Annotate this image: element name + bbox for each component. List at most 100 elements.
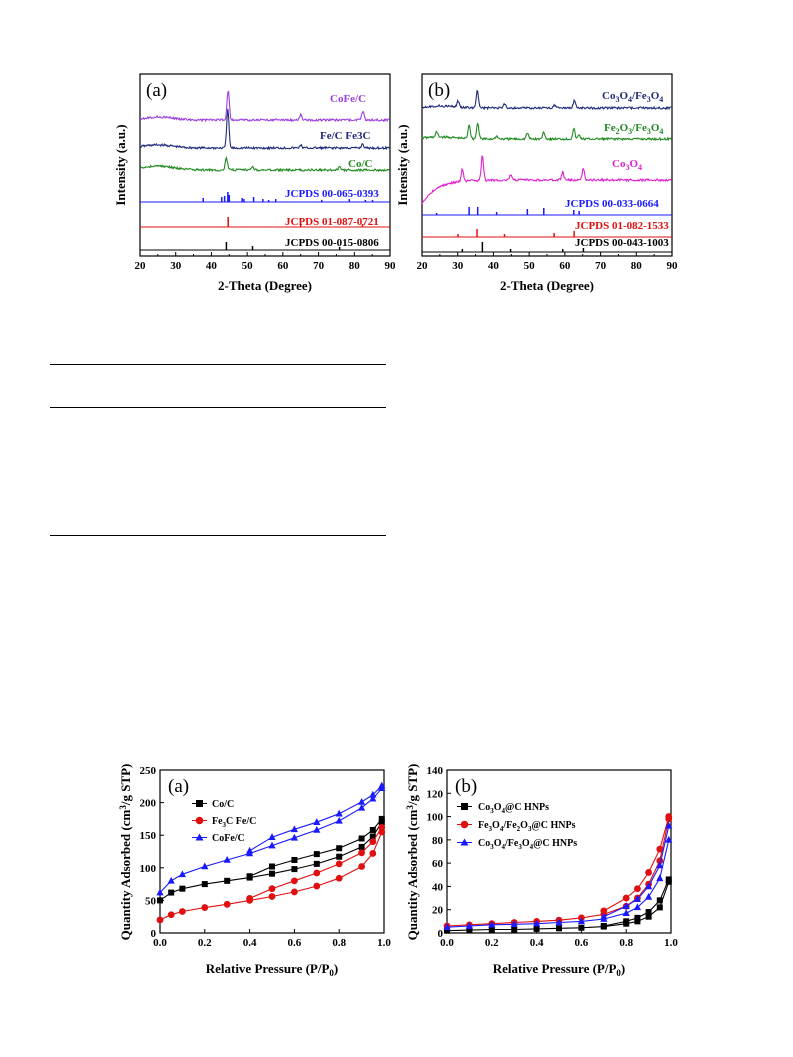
table-header-rule bbox=[50, 407, 386, 408]
data-point bbox=[313, 825, 321, 833]
x-tick-label: 90 bbox=[667, 260, 679, 272]
data-point bbox=[335, 874, 343, 882]
data-point bbox=[645, 892, 653, 900]
data-point bbox=[246, 846, 254, 854]
x-tick-label: 30 bbox=[452, 260, 464, 272]
x-tick-label: 50 bbox=[524, 260, 536, 272]
data-point bbox=[358, 797, 366, 805]
x-tick-label: 80 bbox=[349, 260, 361, 272]
data-point bbox=[656, 861, 664, 869]
data-point bbox=[645, 909, 652, 916]
x-tick-label: 0.2 bbox=[485, 937, 499, 949]
data-point bbox=[156, 888, 164, 896]
ref-label-1: JCPDS 00-033-0664 bbox=[565, 198, 659, 210]
data-point bbox=[600, 923, 607, 930]
data-point bbox=[290, 825, 298, 833]
xrd-pattern bbox=[139, 108, 390, 151]
data-point bbox=[224, 877, 231, 884]
data-point bbox=[656, 897, 663, 904]
series-label-cofe: CoFe/C bbox=[330, 93, 366, 105]
x-tick-label: 20 bbox=[135, 260, 147, 272]
bet-chart-a: 0.0 0.2 0.4 0.6 0.8 1.0 0 50 100 150 200 250 (a) Co… bbox=[118, 764, 391, 978]
y-tick-label: 50 bbox=[145, 895, 157, 907]
x-axis-title: 2-Theta (Degree) bbox=[500, 278, 594, 293]
data-point bbox=[313, 882, 321, 890]
data-point bbox=[269, 870, 275, 877]
xrd-chart-b: 20 30 40 50 60 70 80 90 (b) Co3O4/Fe3O4 Fe2O3/F… bbox=[395, 73, 679, 293]
data-point bbox=[577, 917, 585, 925]
data-point bbox=[443, 923, 451, 930]
y-tick-label: 150 bbox=[140, 830, 157, 842]
data-point bbox=[246, 895, 254, 902]
x-tick-label: 0.2 bbox=[198, 937, 212, 949]
x-tick-label: 80 bbox=[631, 260, 643, 272]
series-label-co3o4: Co3O4 bbox=[612, 158, 642, 172]
legend: Co3O4@C HNPs Fe3O4/Fe2O3@C HNPs Co3O4/Fe… bbox=[457, 802, 577, 851]
data-point bbox=[488, 920, 496, 928]
y-tick-label: 250 bbox=[140, 765, 157, 777]
y-tick-label: 200 bbox=[140, 798, 157, 810]
data-point bbox=[269, 863, 275, 870]
data-point bbox=[378, 819, 385, 826]
bet-chart-b: 0.0 0.2 0.4 0.6 0.8 1.0 0 20 40 60 80 100 120 140 (b)… bbox=[405, 764, 678, 978]
data-point bbox=[290, 833, 298, 841]
data-point bbox=[488, 926, 495, 933]
isotherm-desorption bbox=[603, 816, 670, 912]
data-point bbox=[358, 803, 366, 811]
data-point bbox=[369, 826, 376, 833]
legend-text-fe: Fe3C Fe/C bbox=[212, 816, 256, 829]
x-tick-label: 0.8 bbox=[332, 937, 346, 949]
x-tick-label: 0.6 bbox=[575, 937, 589, 949]
table-top-rule bbox=[50, 364, 386, 365]
x-tick-label: 20 bbox=[417, 260, 429, 272]
data-point bbox=[335, 860, 343, 868]
data-point bbox=[167, 911, 175, 919]
data-point bbox=[600, 912, 608, 920]
x-tick-label: 30 bbox=[170, 260, 182, 272]
ref-label-2: JCPDS 01-082-1533 bbox=[575, 220, 669, 232]
data-point bbox=[358, 849, 365, 857]
y-axis-title: Quantity Adsorbed (cm3/g STP) bbox=[118, 764, 133, 941]
legend-text-1: Co3O4@C HNPs bbox=[478, 802, 549, 815]
x-tick-label: 60 bbox=[559, 260, 571, 272]
x-tick-label: 60 bbox=[277, 260, 289, 272]
data-point bbox=[369, 790, 377, 798]
data-point bbox=[358, 843, 365, 850]
xrd-pattern bbox=[139, 155, 390, 173]
ref-label-3: JCPDS 00-015-0806 bbox=[285, 237, 379, 249]
y-axis-title: Intensity (a.u.) bbox=[113, 124, 128, 205]
data-point bbox=[633, 895, 641, 903]
x-tick-label: 50 bbox=[242, 260, 254, 272]
data-point bbox=[665, 813, 673, 820]
data-point bbox=[510, 920, 518, 928]
data-point bbox=[268, 841, 276, 849]
data-point bbox=[634, 914, 641, 921]
y-tick-label: 140 bbox=[427, 765, 444, 777]
data-point bbox=[533, 919, 541, 927]
data-point bbox=[656, 874, 664, 882]
legend-text-co: Co/C bbox=[212, 799, 234, 810]
isotherm-adsorption bbox=[446, 839, 670, 928]
data-point bbox=[533, 925, 540, 932]
table-bottom-rule bbox=[50, 535, 386, 536]
data-point bbox=[201, 862, 209, 870]
x-axis-title: Relative Pressure (P/P0) bbox=[206, 961, 339, 978]
y-tick-label: 0 bbox=[438, 928, 444, 940]
y-tick-label: 120 bbox=[427, 788, 444, 800]
data-point bbox=[665, 821, 673, 829]
y-tick-label: 60 bbox=[432, 858, 444, 870]
data-point bbox=[268, 885, 276, 893]
x-tick-label: 40 bbox=[206, 260, 218, 272]
data-point bbox=[645, 913, 652, 920]
plot-frame bbox=[446, 769, 672, 934]
legend-text-2: Fe3O4/Fe2O3@C HNPs bbox=[478, 820, 576, 833]
data-point bbox=[291, 856, 298, 863]
series-label-co: Co/C bbox=[348, 158, 373, 170]
panel-label: (b) bbox=[455, 776, 477, 797]
data-point bbox=[622, 902, 630, 910]
ref-label-2: JCPDS 01-087-0721 bbox=[285, 216, 379, 228]
x-axis-title: 2-Theta (Degree) bbox=[218, 278, 312, 293]
data-point bbox=[634, 918, 641, 925]
x-tick-label: 40 bbox=[488, 260, 500, 272]
data-point bbox=[201, 904, 209, 911]
